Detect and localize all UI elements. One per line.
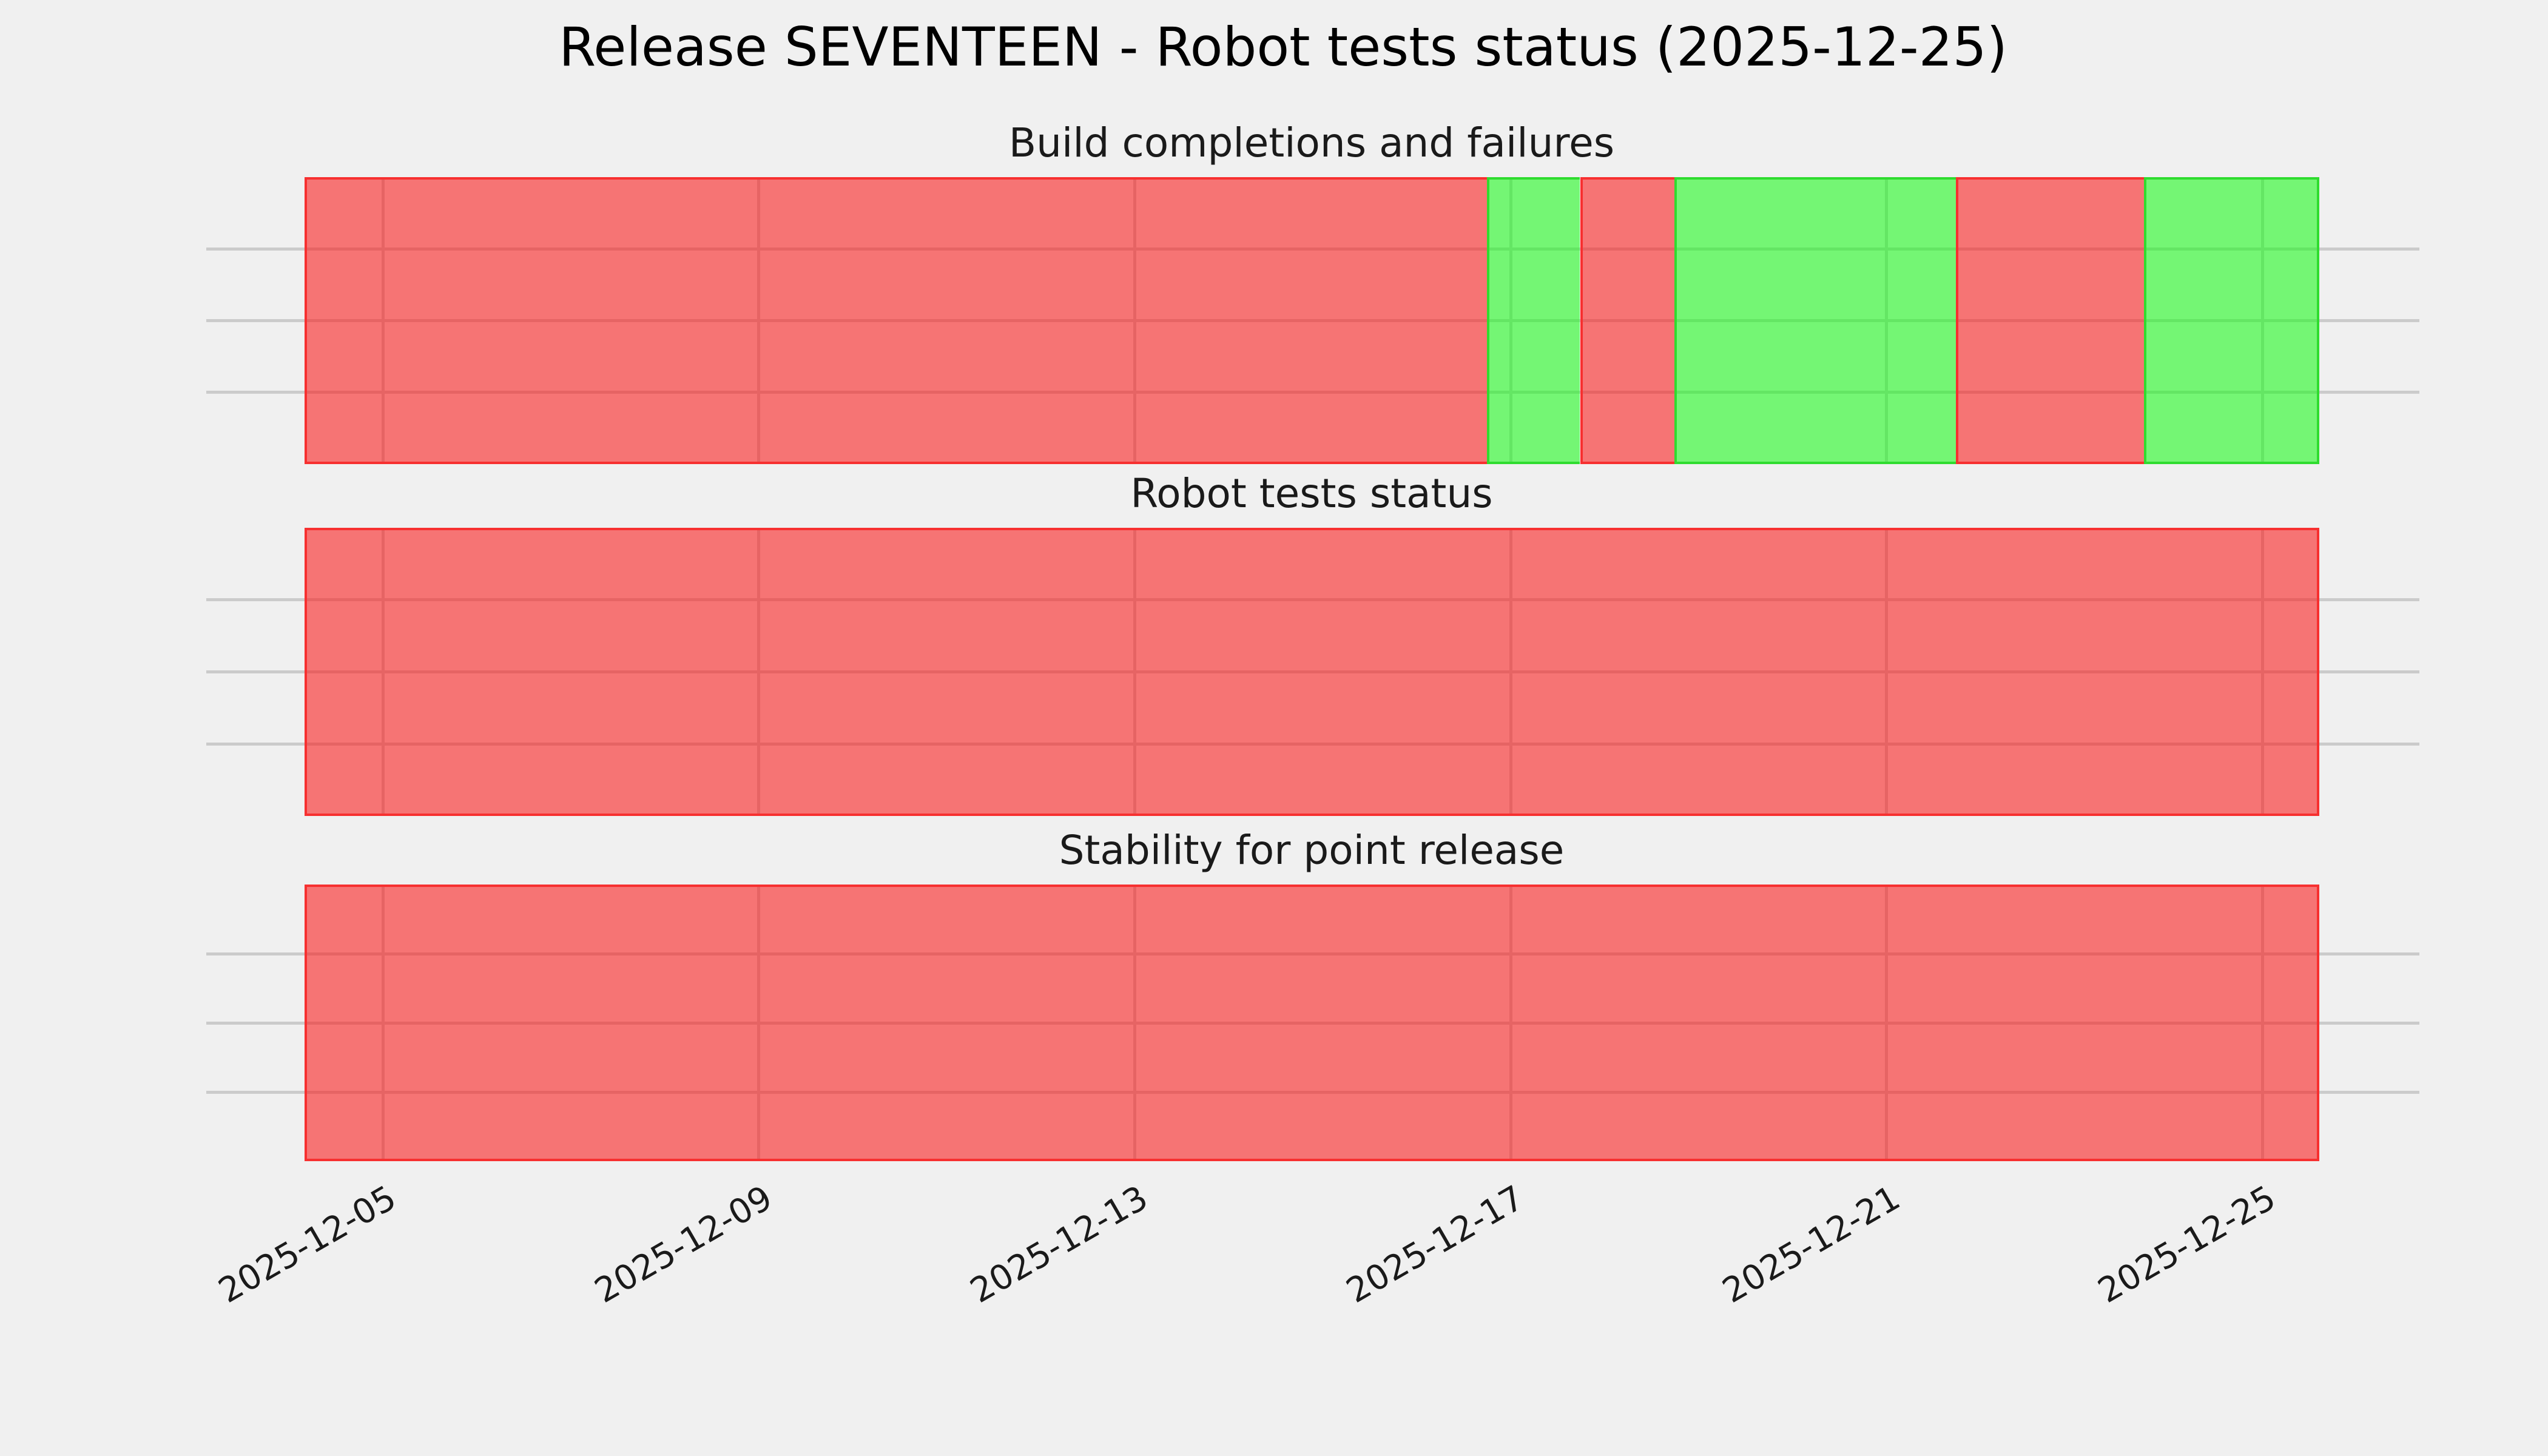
x-tick-label: 2025-12-13 bbox=[963, 1178, 1154, 1312]
x-tick-label: 2025-12-17 bbox=[1340, 1178, 1531, 1312]
panel-title: Stability for point release bbox=[1059, 827, 1565, 874]
status-segment-fail bbox=[305, 528, 2319, 816]
status-segment-fail bbox=[305, 885, 2319, 1161]
panel-status-grid bbox=[305, 885, 2319, 1161]
x-tick-label: 2025-12-25 bbox=[2091, 1178, 2282, 1312]
panel-title: Robot tests status bbox=[1130, 470, 1493, 517]
panel-title: Build completions and failures bbox=[1008, 120, 1615, 166]
x-tick-label: 2025-12-05 bbox=[212, 1178, 403, 1312]
status-segment-pass bbox=[2144, 177, 2319, 464]
status-segment-pass bbox=[1487, 177, 1580, 464]
figure-title: Release SEVENTEEN - Robot tests status (… bbox=[559, 16, 2007, 78]
panel-status-grid bbox=[305, 528, 2319, 816]
status-segment-fail bbox=[1956, 177, 2144, 464]
panel-status-grid bbox=[305, 177, 2319, 464]
x-tick-label: 2025-12-21 bbox=[1716, 1178, 1907, 1312]
status-segment-fail bbox=[1580, 177, 1674, 464]
x-tick-label: 2025-12-09 bbox=[588, 1178, 779, 1312]
status-segment-fail bbox=[305, 177, 1487, 464]
status-segment-pass bbox=[1674, 177, 1956, 464]
